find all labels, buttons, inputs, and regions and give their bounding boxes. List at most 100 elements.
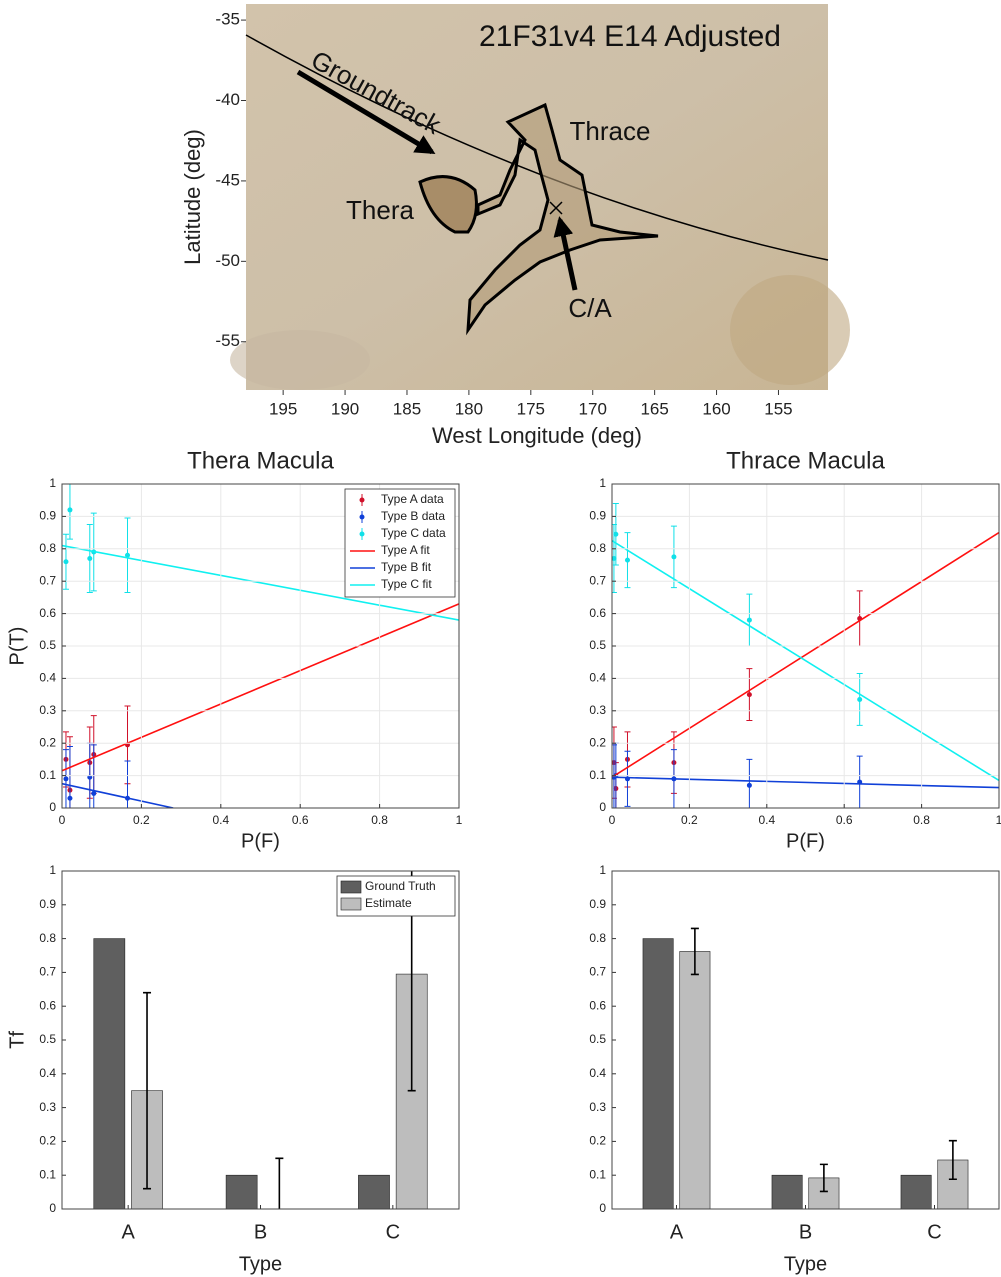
legend-label: Type B data (381, 509, 445, 523)
annotation: Thera (346, 195, 414, 225)
bar (358, 1175, 389, 1209)
x-tick-label: 165 (640, 399, 668, 418)
x-tick-label: 190 (331, 399, 359, 418)
y-tick-label: -55 (215, 331, 240, 350)
legend-label: Type C data (381, 526, 446, 540)
figure: 21F31v4 E14 Adjusted Groundtrack Thrace … (0, 0, 1001, 1277)
y-tick-label: 0.1 (589, 1167, 606, 1181)
x-axis-label: Type (784, 1253, 827, 1275)
y-tick-label: 0 (49, 1201, 56, 1215)
chart-title: Thrace Macula (726, 447, 885, 474)
annotation: C/A (568, 293, 612, 323)
y-tick-label: 0.5 (39, 638, 56, 652)
y-tick-label: -40 (215, 90, 240, 109)
y-tick-label: 0.9 (589, 509, 606, 523)
x-tick-label: 0.2 (681, 813, 698, 827)
y-tick-label: 0.9 (39, 509, 56, 523)
y-axis-label: Latitude (deg) (180, 129, 205, 265)
y-tick-label: -35 (215, 10, 240, 29)
y-tick-label: 0.3 (589, 1100, 606, 1114)
bar (680, 951, 710, 1209)
x-tick-label: 175 (517, 399, 545, 418)
y-tick-label: -45 (215, 170, 240, 189)
y-tick-label: 0.7 (39, 573, 56, 587)
legend-swatch (341, 881, 361, 893)
legend-label: Type C fit (381, 577, 432, 591)
y-tick-label: 0.6 (589, 606, 606, 620)
y-tick-label: 0.4 (39, 671, 56, 685)
x-axis-label: West Longitude (deg) (432, 423, 642, 448)
x-tick-label: 160 (702, 399, 730, 418)
y-tick-label: 0.9 (39, 897, 56, 911)
data-point (613, 532, 618, 537)
y-tick-label: 0.5 (589, 638, 606, 652)
y-axis-label: P(T) (6, 627, 28, 666)
x-tick-label: 170 (579, 399, 607, 418)
legend-label: Type A data (381, 492, 444, 506)
y-tick-label: -50 (215, 251, 240, 270)
data-point (671, 554, 676, 559)
y-tick-label: 0.7 (589, 965, 606, 979)
x-tick-label: 185 (393, 399, 421, 418)
x-tick-label: 180 (455, 399, 483, 418)
chart-title: Thera Macula (187, 447, 334, 474)
y-tick-label: 0.8 (589, 541, 606, 555)
data-point (67, 507, 72, 512)
x-tick-label: 0.4 (212, 813, 229, 827)
legend-label: Type A fit (381, 543, 430, 557)
y-tick-label: 0.4 (589, 671, 606, 685)
data-point (857, 697, 862, 702)
y-tick-label: 0.7 (589, 573, 606, 587)
y-tick-label: 0.2 (589, 1134, 606, 1148)
y-tick-label: 0.3 (589, 703, 606, 717)
data-point (747, 692, 752, 697)
y-tick-label: 0 (49, 800, 56, 814)
y-tick-label: 0.8 (39, 931, 56, 945)
y-tick-label: 0.2 (39, 735, 56, 749)
y-tick-label: 0.7 (39, 965, 56, 979)
x-axis-label: P(F) (786, 830, 825, 852)
y-tick-label: 0.4 (39, 1066, 56, 1080)
y-tick-label: 0.9 (589, 897, 606, 911)
x-tick-label: 0.2 (133, 813, 150, 827)
legend-label: Ground Truth (365, 879, 436, 893)
data-point (625, 558, 630, 563)
legend-swatch (360, 532, 365, 537)
x-tick-label: 0 (59, 813, 66, 827)
x-tick-label: 155 (764, 399, 792, 418)
legend-swatch (360, 498, 365, 503)
x-tick-label: 0.6 (292, 813, 309, 827)
x-tick-label: B (799, 1221, 812, 1243)
x-tick-label: 1 (996, 813, 1001, 827)
y-tick-label: 0.1 (589, 768, 606, 782)
y-tick-label: 0.6 (39, 606, 56, 620)
data-point (87, 556, 92, 561)
legend-swatch (360, 515, 365, 520)
y-tick-label: 1 (599, 476, 606, 490)
y-tick-label: 0.5 (39, 1032, 56, 1046)
map-title: 21F31v4 E14 Adjusted (479, 20, 781, 53)
data-point (747, 783, 752, 788)
x-tick-label: C (386, 1221, 400, 1243)
y-tick-label: 0 (599, 1201, 606, 1215)
y-tick-label: 0.3 (39, 703, 56, 717)
x-tick-label: 0.8 (371, 813, 388, 827)
data-point (67, 796, 72, 801)
x-tick-label: 1 (456, 813, 463, 827)
y-tick-label: 0.6 (589, 998, 606, 1012)
x-axis-label: Type (239, 1253, 282, 1275)
bar (901, 1175, 931, 1209)
y-tick-label: 0 (599, 800, 606, 814)
x-tick-label: A (670, 1221, 684, 1243)
x-tick-label: 0.6 (836, 813, 853, 827)
x-tick-label: A (121, 1221, 135, 1243)
annotation: Thrace (570, 116, 651, 146)
y-tick-label: 0.1 (39, 1167, 56, 1181)
y-tick-label: 0.6 (39, 998, 56, 1012)
x-tick-label: C (927, 1221, 941, 1243)
bar (94, 939, 125, 1209)
x-tick-label: 0 (609, 813, 616, 827)
x-tick-label: 0.8 (913, 813, 930, 827)
y-tick-label: 1 (49, 476, 56, 490)
data-point (63, 776, 68, 781)
